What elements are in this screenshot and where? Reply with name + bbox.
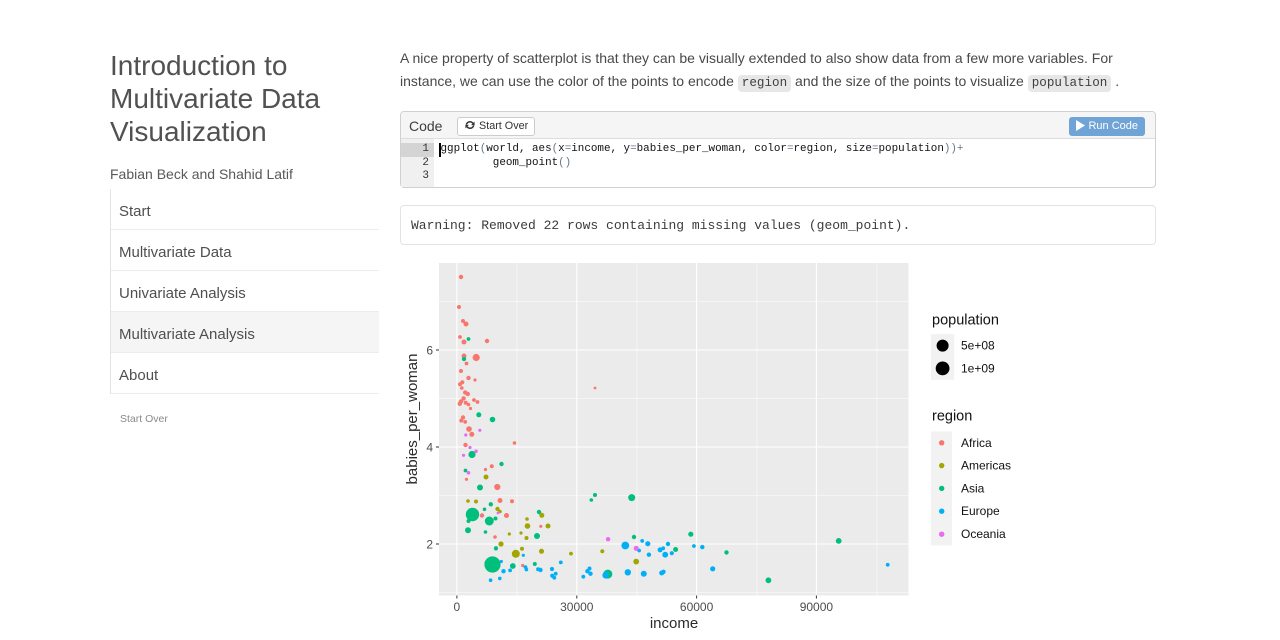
svg-text:Africa: Africa xyxy=(961,436,992,450)
svg-text:population: population xyxy=(932,313,999,329)
svg-text:income: income xyxy=(650,615,698,632)
svg-text:0: 0 xyxy=(454,600,461,614)
svg-text:Asia: Asia xyxy=(961,481,985,495)
svg-text:2: 2 xyxy=(426,538,433,552)
svg-text:4: 4 xyxy=(426,441,433,455)
svg-text:60000: 60000 xyxy=(680,600,714,614)
svg-text:90000: 90000 xyxy=(800,600,834,614)
svg-text:Oceania: Oceania xyxy=(961,527,1006,541)
svg-text:babies_per_woman: babies_per_woman xyxy=(404,354,421,485)
svg-text:5e+08: 5e+08 xyxy=(961,339,995,353)
svg-text:1e+09: 1e+09 xyxy=(961,361,995,375)
svg-text:6: 6 xyxy=(426,344,433,358)
svg-text:Americas: Americas xyxy=(961,459,1011,473)
svg-text:Europe: Europe xyxy=(961,504,1000,518)
svg-text:region: region xyxy=(932,409,972,425)
svg-text:30000: 30000 xyxy=(560,600,594,614)
